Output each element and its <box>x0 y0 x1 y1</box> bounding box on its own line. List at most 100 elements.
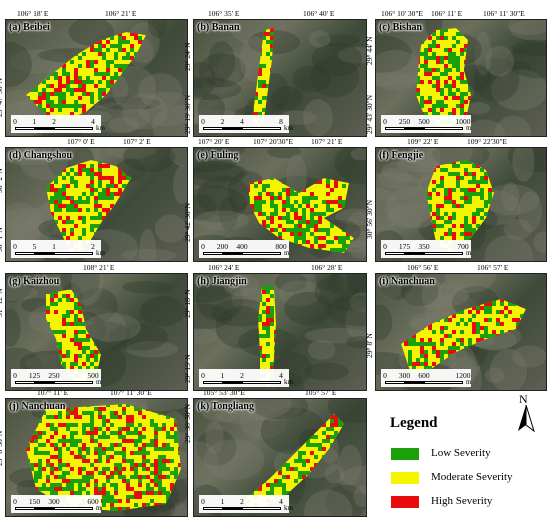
legend-swatch-moderate <box>391 472 419 484</box>
scale-tick: 150 <box>28 497 41 506</box>
latitude-label: 29° 15' N <box>183 354 192 383</box>
panel-label-h: (h) Jiangjin <box>197 276 247 287</box>
scale-tick: 2 <box>240 497 244 506</box>
latitude-label: 29° 19' 30"N <box>183 94 192 134</box>
panel-label-k: (k) Tongliang <box>197 401 254 412</box>
severity-map-h <box>194 274 366 390</box>
scale-tick: 4 <box>279 497 283 506</box>
scale-bar-b: 0 2 4 8 km <box>199 115 293 133</box>
scale-tick: 1 <box>32 117 37 126</box>
scale-unit: m <box>466 124 472 132</box>
legend: Legend Low Severity Moderate Severity Hi… <box>373 403 543 513</box>
latitude-label: 30° 56' 30"N <box>365 199 374 239</box>
scale-bar-d: 0 5 1 2 km <box>11 240 105 258</box>
scale-tick: 0 <box>383 117 387 126</box>
panel-label-b: (b) Banan <box>197 22 240 33</box>
severity-map-e <box>194 148 366 261</box>
scale-tick: 1000 <box>455 117 471 126</box>
legend-swatch-low <box>391 448 419 460</box>
scale-tick: 0 <box>13 497 17 506</box>
legend-title: Legend <box>390 415 438 431</box>
scale-unit: km <box>96 249 105 257</box>
panel-label-f: (f) Fengjie <box>379 150 424 161</box>
panel-label-c: (c) Bishan <box>379 22 423 33</box>
scale-tick: 400 <box>236 242 248 251</box>
longitude-label: 108° 21' E <box>83 263 115 272</box>
legend-label-high: High Severity <box>431 495 493 507</box>
scale-tick: 175 <box>398 242 411 251</box>
scale-bar-g: 0 125 250 500 m <box>11 369 101 387</box>
scale-bar-c: 0 250 500 1000 m <box>381 115 471 133</box>
legend-label-moderate: Moderate Severity <box>431 471 513 483</box>
scale-tick: 0 <box>383 371 387 380</box>
longitude-label: 106° 21' E <box>105 9 137 18</box>
scale-tick: 250 <box>48 371 60 380</box>
longitude-label: 107° 11' 30"E <box>110 388 152 397</box>
severity-map-g <box>6 274 185 390</box>
latitude-label: 29° 8' 30"N <box>0 430 4 466</box>
north-arrow: N <box>515 392 537 433</box>
severity-map-c <box>376 20 546 136</box>
north-label: N <box>519 392 528 406</box>
map-frame-e: (e) Fuling <box>193 147 367 262</box>
scale-bar-f: 0 175 350 700 m <box>381 240 471 258</box>
scale-unit: m <box>96 378 102 386</box>
scale-unit: m <box>466 249 472 257</box>
latitude-label: 30° 2' N <box>0 168 4 193</box>
scale-tick: 0 <box>201 242 205 251</box>
scale-tick: 0 <box>13 117 17 126</box>
scale-tick: 500 <box>418 117 430 126</box>
longitude-label: 105° 53' 30"E <box>203 388 245 397</box>
scale-tick: 8 <box>279 117 283 126</box>
panel-label-a: (a) Beibei <box>9 22 50 33</box>
longitude-label: 107° 2' E <box>123 137 151 146</box>
scale-tick: 0 <box>13 371 17 380</box>
legend-swatch-high <box>391 496 419 508</box>
scale-tick: 2 <box>240 371 244 380</box>
scale-tick: 2 <box>220 117 225 126</box>
panel-label-j: (j) Nanchuan <box>9 401 66 412</box>
scale-unit: m <box>284 249 290 257</box>
longitude-label: 107° 21' E <box>311 137 343 146</box>
scale-bar-h: 0 1 2 4 km <box>199 369 293 387</box>
scale-tick: 600 <box>87 497 99 506</box>
scale-unit: m <box>466 378 472 386</box>
latitude-label: 29° 42' 30"N <box>183 202 192 242</box>
scale-tick: 0 <box>201 497 205 506</box>
scale-tick: 300 <box>398 371 411 380</box>
scale-tick: 125 <box>28 371 41 380</box>
scale-tick: 600 <box>418 371 430 380</box>
north-arrow-icon <box>518 405 535 433</box>
scale-tick: 1200 <box>455 371 471 380</box>
latitude-label: 31° 12' N <box>0 288 4 317</box>
legend-label-low: Low Severity <box>431 447 491 459</box>
scale-unit: km <box>96 124 105 132</box>
scale-tick: 1 <box>220 371 225 380</box>
latitude-label: 29° 38' 30"N <box>183 403 192 443</box>
longitude-label: 106° 57' E <box>477 263 509 272</box>
latitude-label: 29° 43' 30"N <box>365 94 374 134</box>
latitude-label: 29° 44' N <box>365 36 374 65</box>
scale-tick: 300 <box>48 497 60 506</box>
map-frame-k: (k) Tongliang <box>193 398 367 517</box>
scale-tick: 200 <box>216 242 229 251</box>
longitude-label: 109° 22' E <box>407 137 439 146</box>
longitude-label: 106° 35' E <box>208 9 240 18</box>
longitude-label: 106° 56' E <box>407 263 439 272</box>
scale-tick: 5 <box>32 242 37 251</box>
scale-tick: 0 <box>383 242 387 251</box>
scale-tick: 0 <box>13 242 17 251</box>
scale-tick: 4 <box>91 117 95 126</box>
latitude-label: 29° 18' N <box>183 289 192 318</box>
scale-unit: m <box>96 504 102 512</box>
scale-bar-i: 0 300 600 1200 m <box>381 369 471 387</box>
longitude-label: 106° 10' 30"E <box>381 9 423 18</box>
latitude-label: 29° 47' 30"N <box>0 77 4 117</box>
severity-map-k <box>194 399 366 516</box>
longitude-label: 106° 28' E <box>311 263 343 272</box>
panel-label-d: (d) Changshou <box>9 150 73 161</box>
scale-tick: 2 <box>52 117 56 126</box>
scale-tick: 1 <box>220 497 225 506</box>
longitude-label: 106° 40' E <box>303 9 335 18</box>
panel-label-g: (g) Kaizhou <box>9 276 60 287</box>
